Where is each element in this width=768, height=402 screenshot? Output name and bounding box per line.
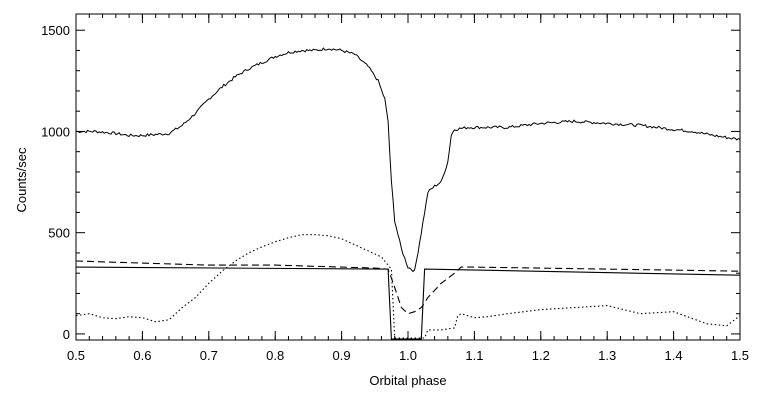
x-tick-label: 1.4	[665, 348, 683, 363]
y-tick-label: 0	[63, 327, 70, 342]
y-tick-label: 1000	[41, 124, 70, 139]
x-tick-label: 1.5	[731, 348, 749, 363]
y-tick-label: 500	[48, 226, 70, 241]
x-tick-label: 1.0	[399, 348, 417, 363]
plot-frame	[75, 13, 741, 341]
x-tick-label: 1.2	[532, 348, 550, 363]
x-tick-label: 0.5	[67, 348, 85, 363]
x-ticks: 0.5 0.6 0.7 0.8 0.9 1.0 1.1 1.2 1.3 1.4 1.5	[67, 14, 749, 363]
x-tick-label: 0.9	[333, 348, 351, 363]
series-line-dashed	[75, 260, 741, 315]
y-ticks: 0 500 1000 1500	[41, 23, 740, 342]
x-tick-label: 0.8	[266, 348, 284, 363]
plot-lines	[75, 47, 741, 340]
series-line-solid	[75, 266, 741, 340]
x-tick-label: 0.7	[200, 348, 218, 363]
x-tick-label: 0.6	[133, 348, 151, 363]
x-tick-label: 1.1	[465, 348, 483, 363]
x-axis-label: Orbital phase	[369, 373, 446, 388]
series-line-solid-noisy	[75, 47, 741, 273]
series-line-dotted	[75, 234, 741, 339]
y-tick-label: 1500	[41, 23, 70, 38]
x-tick-label: 1.3	[598, 348, 616, 363]
y-axis-label: Counts/sec	[14, 147, 29, 213]
